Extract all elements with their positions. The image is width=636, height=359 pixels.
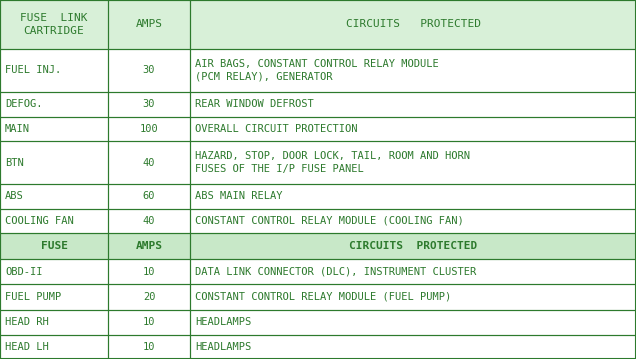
- Bar: [190, 284, 636, 310]
- Text: AMPS: AMPS: [135, 241, 163, 251]
- Text: OBD-II: OBD-II: [5, 267, 43, 276]
- Bar: [190, 141, 636, 184]
- Text: ABS MAIN RELAY: ABS MAIN RELAY: [195, 191, 282, 201]
- Text: ABS: ABS: [5, 191, 24, 201]
- Bar: [0, 284, 108, 310]
- Text: 10: 10: [142, 342, 155, 352]
- Bar: [190, 117, 636, 141]
- Bar: [108, 0, 190, 49]
- Text: DEFOG.: DEFOG.: [5, 99, 43, 109]
- Bar: [190, 209, 636, 233]
- Bar: [0, 233, 108, 260]
- Text: 10: 10: [142, 317, 155, 327]
- Text: HEAD LH: HEAD LH: [5, 342, 49, 352]
- Text: 30: 30: [142, 65, 155, 75]
- Bar: [108, 209, 190, 233]
- Bar: [190, 0, 636, 49]
- Text: FUEL INJ.: FUEL INJ.: [5, 65, 61, 75]
- Text: MAIN: MAIN: [5, 124, 30, 134]
- Text: 10: 10: [142, 267, 155, 276]
- Text: FUEL PUMP: FUEL PUMP: [5, 292, 61, 302]
- Text: COOLING FAN: COOLING FAN: [5, 216, 74, 226]
- Text: HEAD RH: HEAD RH: [5, 317, 49, 327]
- Text: FUSE: FUSE: [41, 241, 67, 251]
- Bar: [190, 184, 636, 209]
- Bar: [190, 310, 636, 335]
- Bar: [0, 335, 108, 359]
- Text: HEADLAMPS: HEADLAMPS: [195, 317, 251, 327]
- Text: 100: 100: [140, 124, 158, 134]
- Text: HAZARD, STOP, DOOR LOCK, TAIL, ROOM AND HORN
FUSES OF THE I/P FUSE PANEL: HAZARD, STOP, DOOR LOCK, TAIL, ROOM AND …: [195, 151, 470, 174]
- Bar: [0, 117, 108, 141]
- Bar: [190, 0, 636, 49]
- Bar: [108, 117, 190, 141]
- Text: OVERALL CIRCUIT PROTECTION: OVERALL CIRCUIT PROTECTION: [195, 124, 357, 134]
- Text: CIRCUITS  PROTECTED: CIRCUITS PROTECTED: [349, 241, 477, 251]
- Bar: [190, 92, 636, 117]
- Bar: [0, 310, 108, 335]
- Bar: [108, 233, 190, 260]
- Bar: [0, 0, 108, 49]
- Bar: [108, 92, 190, 117]
- Text: REAR WINDOW DEFROST: REAR WINDOW DEFROST: [195, 99, 314, 109]
- Text: CONSTANT CONTROL RELAY MODULE (COOLING FAN): CONSTANT CONTROL RELAY MODULE (COOLING F…: [195, 216, 464, 226]
- Bar: [108, 49, 190, 92]
- Text: 40: 40: [142, 158, 155, 168]
- Text: 60: 60: [142, 191, 155, 201]
- Bar: [190, 233, 636, 260]
- Bar: [108, 233, 190, 260]
- Text: AMPS: AMPS: [135, 19, 163, 29]
- Bar: [0, 184, 108, 209]
- Bar: [190, 335, 636, 359]
- Bar: [190, 49, 636, 92]
- Text: FUSE  LINK
CARTRIDGE: FUSE LINK CARTRIDGE: [20, 13, 88, 36]
- Text: 30: 30: [142, 99, 155, 109]
- Bar: [0, 209, 108, 233]
- Bar: [108, 184, 190, 209]
- Bar: [108, 141, 190, 184]
- Bar: [108, 335, 190, 359]
- Text: BTN: BTN: [5, 158, 24, 168]
- Bar: [190, 260, 636, 284]
- Bar: [0, 233, 108, 260]
- Text: 20: 20: [142, 292, 155, 302]
- Text: CONSTANT CONTROL RELAY MODULE (FUEL PUMP): CONSTANT CONTROL RELAY MODULE (FUEL PUMP…: [195, 292, 452, 302]
- Bar: [108, 0, 190, 49]
- Bar: [0, 141, 108, 184]
- Bar: [0, 0, 108, 49]
- Bar: [108, 310, 190, 335]
- Text: 40: 40: [142, 216, 155, 226]
- Bar: [190, 233, 636, 260]
- Bar: [0, 49, 108, 92]
- Bar: [108, 260, 190, 284]
- Bar: [108, 284, 190, 310]
- Text: AIR BAGS, CONSTANT CONTROL RELAY MODULE
(PCM RELAY), GENERATOR: AIR BAGS, CONSTANT CONTROL RELAY MODULE …: [195, 59, 439, 82]
- Bar: [0, 92, 108, 117]
- Bar: [0, 260, 108, 284]
- Text: CIRCUITS   PROTECTED: CIRCUITS PROTECTED: [345, 19, 481, 29]
- Text: DATA LINK CONNECTOR (DLC), INSTRUMENT CLUSTER: DATA LINK CONNECTOR (DLC), INSTRUMENT CL…: [195, 267, 476, 276]
- Text: HEADLAMPS: HEADLAMPS: [195, 342, 251, 352]
